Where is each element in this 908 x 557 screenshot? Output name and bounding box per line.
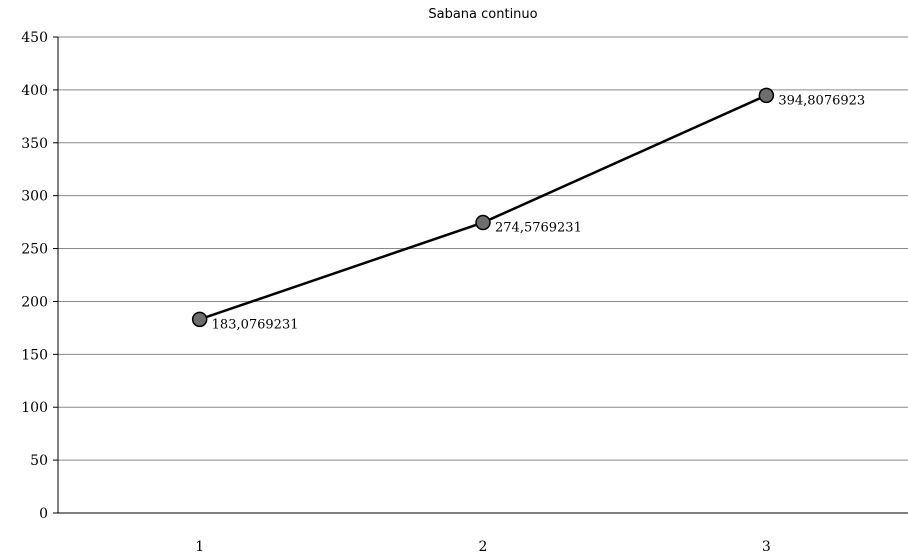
data-label: 183,0769231 [212,317,299,332]
y-tick-label: 50 [30,453,48,469]
x-tick-label: 2 [479,539,488,555]
data-label: 394,8076923 [778,93,865,108]
data-point [475,214,491,231]
x-tick-labels: 1 2 3 [195,539,771,555]
axes [57,37,908,514]
data-labels: 183,0769231 274,5769231 394,8076923 [212,93,866,332]
y-tick-label: 250 [21,242,48,258]
y-tick-labels: 0 50 100 150 200 250 300 350 400 450 [21,30,48,522]
data-point [758,87,775,104]
series-line [199,94,767,321]
y-tick-label: 100 [21,400,48,416]
data-label: 274,5769231 [495,221,582,236]
y-tick-label: 0 [39,506,48,522]
data-point [191,311,208,328]
x-tick-label: 3 [762,539,771,555]
y-tick-label: 200 [21,294,48,310]
y-tick-label: 150 [21,347,48,363]
y-tick-label: 300 [21,189,48,205]
y-tick-label: 350 [21,136,48,152]
series [191,87,775,328]
y-tick-label: 400 [21,83,48,99]
gridlines [53,36,908,514]
chart-title: Sabana continuo [428,7,537,22]
x-tick-label: 1 [195,539,204,555]
y-tick-label: 450 [21,30,48,46]
